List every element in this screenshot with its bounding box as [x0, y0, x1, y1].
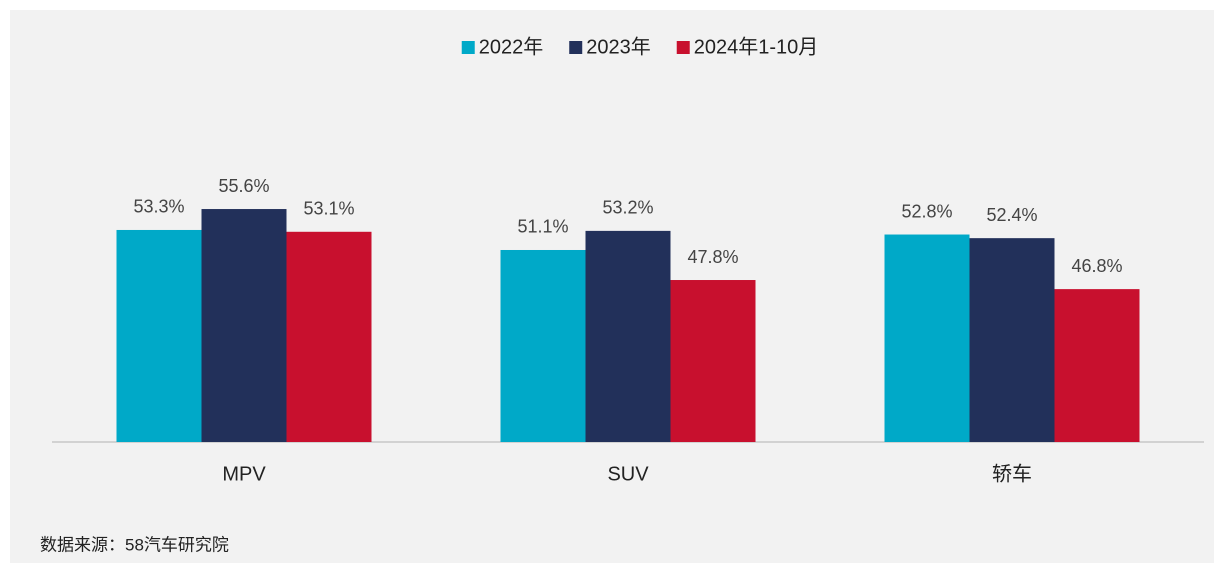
data-label: 55.6%: [218, 176, 269, 196]
bar: [969, 238, 1055, 442]
legend-label: 2023年: [586, 35, 651, 58]
data-label: 53.1%: [303, 199, 354, 219]
bar: [500, 249, 586, 442]
legend-swatch: [676, 41, 690, 54]
data-label: 47.8%: [687, 247, 738, 267]
bar: [116, 229, 202, 442]
legend-label: 2022年: [479, 35, 544, 58]
data-label: 52.8%: [901, 201, 952, 221]
bar: [286, 231, 372, 442]
bar: [585, 230, 671, 442]
data-label: 52.4%: [986, 205, 1037, 225]
x-tick-label: SUV: [607, 463, 649, 485]
legend-swatch: [461, 41, 475, 54]
legend-swatch: [569, 41, 583, 54]
data-label: 53.3%: [133, 197, 184, 217]
x-tick-label: 轿车: [992, 462, 1032, 485]
x-tick-label: MPV: [222, 463, 266, 485]
data-label: 46.8%: [1071, 256, 1122, 276]
data-label: 53.2%: [602, 198, 653, 218]
legend-label: 2024年1-10月: [694, 35, 819, 58]
source-note: 数据来源：58汽车研究院: [40, 535, 229, 554]
bar: [670, 280, 756, 442]
bar: [1054, 289, 1140, 442]
data-label: 51.1%: [517, 217, 568, 237]
bar: [201, 209, 287, 442]
bar: [884, 234, 970, 442]
